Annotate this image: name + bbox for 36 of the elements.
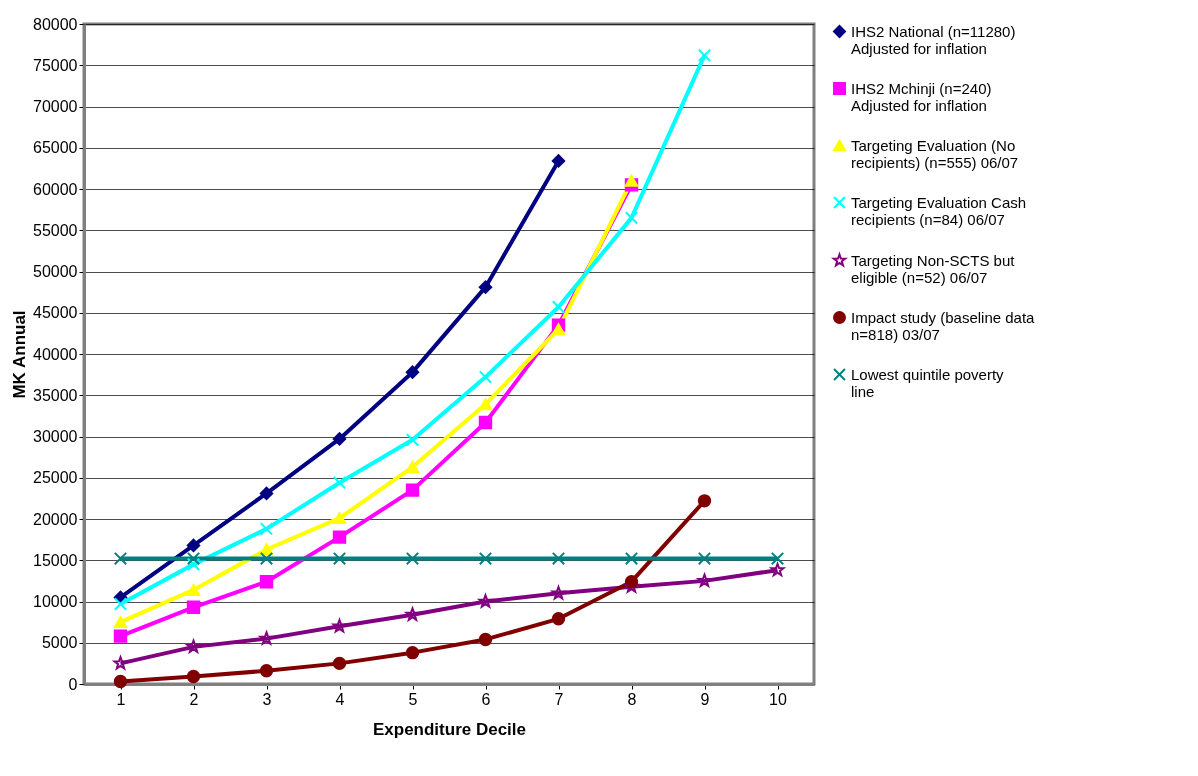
y-tick-label: 75000 <box>33 56 78 74</box>
y-tick-label: 40000 <box>33 345 78 363</box>
x-tick-label: 6 <box>481 690 491 708</box>
y-tick-label: 5000 <box>41 634 78 652</box>
y-tick-label: 25000 <box>33 469 78 487</box>
x-tick-label: 8 <box>627 690 637 708</box>
legend-label: IHS2 Mchinji (n=240) Adjusted for inflation <box>851 79 992 114</box>
x-tick-label: 2 <box>189 690 199 708</box>
y-tick-label: 60000 <box>33 180 78 198</box>
x-axis-title: Expenditure Decile <box>372 719 527 739</box>
y-tick-label: 55000 <box>33 221 78 239</box>
legend-label: Lowest quintile poverty line <box>851 365 1005 400</box>
y-tick-label: 10000 <box>33 593 78 610</box>
legend-label: Targeting Non-SCTS but eligible (n=52) 06/07 <box>851 251 1016 286</box>
x-tick-label: 7 <box>554 690 564 708</box>
x-tick-label: 4 <box>335 690 345 708</box>
y-tick-label: 30000 <box>33 428 78 445</box>
x-tick-label: 10 <box>769 690 787 708</box>
legend-label: Targeting Evaluation (No recipients) (n=555) 06/07 <box>851 136 1019 171</box>
y-tick-label: 70000 <box>33 98 78 115</box>
y-tick-label: 80000 <box>33 15 78 33</box>
y-axis-title: MK Annual <box>10 310 30 399</box>
legend-label: IHS2 National (n=11280) Adjusted for inflation <box>851 22 1016 57</box>
legend-label: Impact study (baseline data n=818) 03/07 <box>851 308 1036 343</box>
y-tick-label: 65000 <box>33 139 78 157</box>
x-tick-label: 3 <box>262 690 272 708</box>
y-tick-label: 45000 <box>33 304 78 322</box>
y-tick-label: 50000 <box>33 263 78 280</box>
y-tick-label: 35000 <box>33 386 78 404</box>
y-tick-label: 0 <box>68 675 78 693</box>
x-tick-label: 1 <box>116 690 126 708</box>
y-tick-label: 20000 <box>33 510 78 528</box>
x-tick-label: 5 <box>408 690 418 708</box>
y-tick-label: 15000 <box>33 551 78 569</box>
x-tick-label: 9 <box>700 690 710 708</box>
legend-label: Targeting Evaluation Cash recipients (n=84) 06/07 <box>851 193 1027 228</box>
